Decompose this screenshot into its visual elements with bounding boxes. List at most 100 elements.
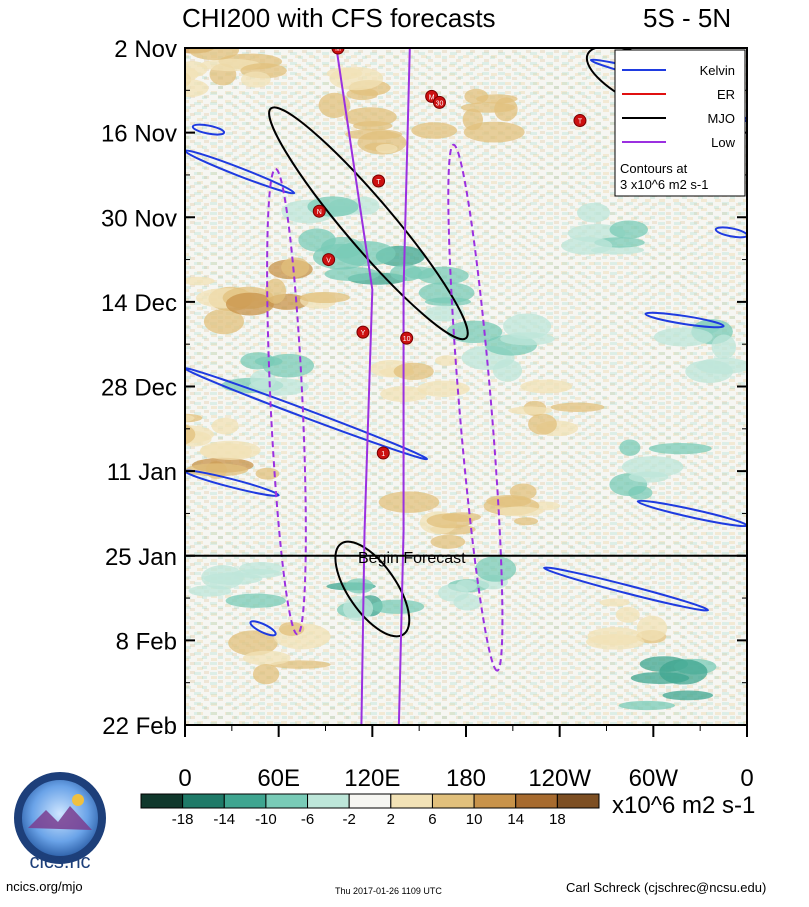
x-tick-label: 60W (629, 765, 679, 792)
anomaly-blob (486, 495, 532, 507)
legend-note: 3 x10^6 m2 s-1 (620, 177, 708, 192)
storm-label: T (376, 179, 381, 186)
colorbar-swatch (223, 793, 267, 809)
storm-label: 1 (381, 451, 385, 458)
anomaly-blob (528, 413, 557, 435)
anomaly-blob (615, 606, 640, 623)
x-tick-label: 0 (178, 765, 191, 792)
anomaly-blob (203, 308, 245, 335)
anomaly-blob (441, 512, 481, 522)
storm-label: M (429, 94, 435, 101)
legend-note: Contours at (620, 161, 688, 176)
anomaly-blob (619, 439, 641, 456)
anomaly-blob (492, 359, 523, 382)
anomaly-blob (653, 327, 713, 347)
x-tick-label: 120W (528, 765, 591, 792)
anomaly-blob (225, 292, 274, 316)
anomaly-blob (435, 355, 459, 366)
kelvin-contour (185, 469, 280, 497)
colorbar-tick-label: -14 (213, 811, 235, 828)
anomaly-blob (561, 236, 613, 255)
anomaly-blob (265, 278, 287, 304)
chart-region: 5S - 5N (643, 3, 731, 33)
storm-marker: 1 (376, 446, 390, 460)
cyclone-icon (376, 446, 390, 460)
x-tick-label: 180 (446, 765, 486, 792)
cyclone-icon (322, 253, 336, 267)
storm-marker: Y (356, 325, 370, 339)
logo-mountains-icon (28, 806, 92, 830)
anomaly-blob (464, 88, 489, 105)
anomaly-blob (346, 87, 379, 101)
legend-box (614, 49, 746, 197)
colorbar-tick-label: -10 (255, 811, 277, 828)
x-tick-label: 60E (257, 765, 300, 792)
anomaly-blob (278, 622, 305, 636)
storm-marker: M (331, 48, 345, 55)
y-tick-label: 25 Jan (105, 544, 177, 571)
anomaly-blob (503, 313, 552, 340)
anomaly-blob (609, 220, 648, 239)
colorbar-tick-label: -2 (343, 811, 356, 828)
anomaly-blob (390, 264, 423, 282)
kelvin-contour (714, 226, 747, 239)
y-tick-label: 14 Dec (101, 290, 177, 317)
x-axis: 0 60E 120E 180 120W 60W 0 (178, 725, 754, 792)
legend-label: Low (711, 135, 735, 150)
anomaly-blob (228, 630, 278, 656)
x-tick-label: 0 (740, 765, 753, 792)
colorbar-tick-label: 10 (466, 811, 483, 828)
anomaly-blob (621, 456, 684, 478)
colorbar: -18 -14 -10 -6 -2 2 6 10 14 18 (140, 793, 600, 828)
kelvin-contour (185, 149, 296, 195)
colorbar-swatch (348, 793, 392, 809)
colorbar-tick-label: -6 (301, 811, 314, 828)
anomaly-blob (475, 556, 517, 582)
anomaly-blob (393, 362, 434, 381)
anomaly-blob (185, 414, 195, 422)
anomaly-blob (200, 440, 261, 460)
y-tick-label: 11 Jan (107, 459, 177, 486)
colorbar-swatch (265, 793, 309, 809)
anomaly-blob (242, 650, 291, 666)
colorbar-swatch (307, 793, 350, 809)
anomaly-blob (324, 266, 380, 282)
anomaly-blob (453, 593, 482, 611)
logo-text: cics.nc (29, 851, 90, 873)
colorbar-tick-label: 18 (549, 811, 566, 828)
storm-marker: V (322, 253, 336, 267)
anomaly-blob (345, 129, 403, 140)
y-axis: 2 Nov 16 Nov 30 Nov 14 Dec 28 Dec 11 Jan 25 Ja… (101, 36, 747, 740)
cyclone-icon (400, 331, 414, 345)
anomaly-blob (318, 92, 351, 118)
anomaly-blob (463, 121, 525, 143)
storm-marker: T (372, 174, 386, 188)
anomaly-blob (185, 424, 196, 445)
low-contour (397, 48, 411, 725)
low-contour (266, 167, 307, 636)
colorbar-swatch (431, 793, 475, 809)
colorbar-swatch (182, 793, 225, 809)
y-tick-label: 8 Feb (116, 628, 177, 655)
y-tick-label: 22 Feb (102, 713, 177, 740)
colorbar-swatch (515, 793, 558, 809)
colorbar-tick-label: 14 (507, 811, 524, 828)
anomaly-blob (378, 491, 440, 513)
anomaly-blob (189, 48, 240, 61)
anomaly-blob (185, 66, 199, 83)
anomaly-blob (636, 615, 668, 641)
storm-label: T (578, 119, 583, 126)
storm-label: Y (361, 330, 366, 337)
low-contour (447, 143, 504, 672)
chart-legend: Kelvin ER MJO Low Contours at3 x10^6 m2 s-1 (614, 49, 746, 197)
anomaly-blob (281, 257, 310, 278)
kelvin-contour (644, 311, 725, 329)
anomaly-blob (411, 122, 458, 139)
storm-marker: N (312, 204, 326, 218)
anomaly-blob (513, 517, 539, 526)
anomaly-blob (312, 243, 370, 270)
anomaly-blob (696, 357, 747, 375)
footer-url[interactable]: ncics.org/mjo (6, 879, 83, 894)
legend-label: MJO (708, 111, 735, 126)
anomaly-blob (494, 97, 518, 122)
